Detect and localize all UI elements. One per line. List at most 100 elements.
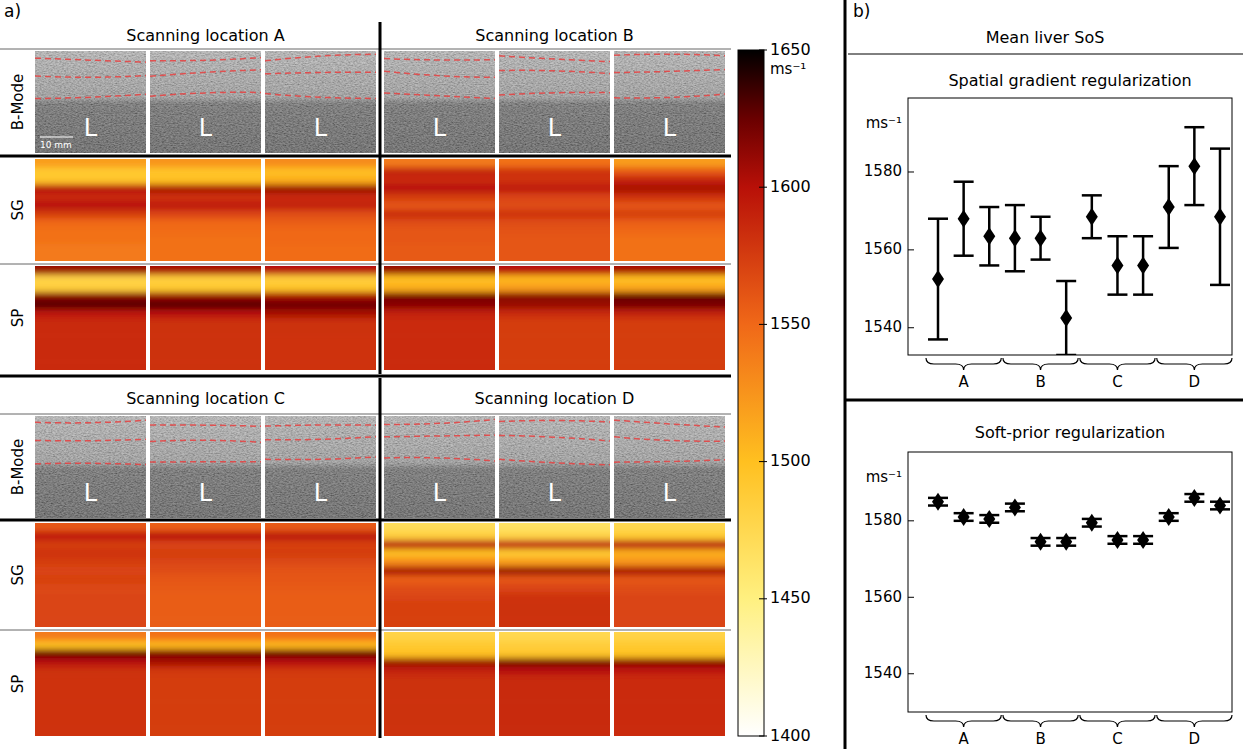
sos-cell bbox=[614, 532, 725, 541]
sos-cell bbox=[265, 658, 376, 667]
sos-cell bbox=[35, 658, 146, 667]
point bbox=[958, 508, 970, 526]
row-label: B-Mode bbox=[9, 439, 27, 496]
sos-cell bbox=[35, 168, 146, 177]
sos-cell bbox=[35, 693, 146, 702]
error-cap bbox=[954, 254, 974, 257]
sos-cell bbox=[265, 219, 376, 228]
sos-cell bbox=[265, 168, 376, 177]
sos-cell bbox=[150, 701, 261, 710]
sos-map-inner bbox=[150, 266, 261, 370]
sos-cell bbox=[384, 353, 495, 362]
error-cap bbox=[928, 217, 948, 220]
sos-cell bbox=[265, 327, 376, 336]
sos-cell bbox=[499, 244, 610, 253]
location-title: Scanning location C bbox=[126, 389, 285, 408]
location-title: Scanning location A bbox=[126, 26, 284, 45]
y-tick-label: 1540 bbox=[864, 664, 902, 682]
sos-cell bbox=[265, 236, 376, 245]
rule bbox=[0, 519, 731, 522]
sos-map bbox=[614, 159, 725, 261]
sos-cell bbox=[384, 185, 495, 194]
bmode-image bbox=[150, 416, 261, 518]
layer-boundary bbox=[499, 420, 610, 422]
sos-cell bbox=[614, 176, 725, 185]
colorbar-tick-label: 1600 bbox=[770, 177, 811, 196]
sos-cell bbox=[150, 575, 261, 584]
sos-cell bbox=[150, 301, 261, 310]
sos-cell bbox=[384, 253, 495, 262]
sos-cell bbox=[35, 618, 146, 627]
colorbar-tick-label: 1650 bbox=[770, 40, 811, 59]
bmode-ground bbox=[499, 51, 610, 153]
sos-cell bbox=[499, 719, 610, 728]
sos-map bbox=[499, 632, 610, 736]
bmode-ground bbox=[614, 51, 725, 153]
sos-cell bbox=[384, 610, 495, 619]
rule bbox=[0, 155, 731, 158]
sos-cell bbox=[614, 549, 725, 558]
sos-cell bbox=[35, 236, 146, 245]
sos-cell bbox=[35, 301, 146, 310]
rule bbox=[848, 54, 1243, 55]
sos-cell bbox=[614, 283, 725, 292]
sos-cell bbox=[265, 532, 376, 541]
group-brace bbox=[1080, 358, 1155, 370]
layer-boundary bbox=[35, 439, 146, 441]
bmode-image bbox=[35, 416, 146, 518]
sos-cell bbox=[614, 618, 725, 627]
error-cap bbox=[1184, 126, 1204, 129]
sos-cell bbox=[614, 610, 725, 619]
row-label: SP bbox=[9, 309, 27, 328]
sos-cell bbox=[614, 244, 725, 253]
sos-cell bbox=[150, 532, 261, 541]
sos-cell bbox=[384, 727, 495, 736]
error-cap bbox=[1107, 293, 1127, 296]
sos-cell bbox=[499, 558, 610, 567]
sos-cell bbox=[150, 584, 261, 593]
sos-cell bbox=[384, 532, 495, 541]
figure: a)b)B-ModeSGSPB-ModeSGSPScanning locatio… bbox=[0, 0, 1243, 749]
plot-area bbox=[928, 489, 1230, 551]
sos-cell bbox=[35, 675, 146, 684]
liver-label: L bbox=[548, 114, 562, 142]
sos-cell bbox=[265, 210, 376, 219]
sos-map bbox=[499, 266, 610, 370]
error-cap bbox=[1210, 147, 1230, 150]
point bbox=[1111, 256, 1123, 274]
error-bar bbox=[1005, 205, 1025, 271]
colorbar-tick bbox=[759, 50, 767, 51]
sos-cell bbox=[614, 601, 725, 610]
point bbox=[1060, 533, 1072, 551]
layer-boundary bbox=[150, 461, 261, 463]
panel-label: a) bbox=[4, 1, 21, 21]
sos-cell bbox=[265, 558, 376, 567]
sos-cell bbox=[384, 549, 495, 558]
y-tick bbox=[908, 673, 914, 674]
sos-cell bbox=[35, 701, 146, 710]
layer-boundary bbox=[499, 92, 610, 95]
point bbox=[983, 510, 995, 528]
error-bar bbox=[928, 219, 948, 340]
sos-cell bbox=[614, 253, 725, 262]
y-tick bbox=[908, 171, 914, 172]
point bbox=[1086, 208, 1098, 226]
sos-cell bbox=[499, 584, 610, 593]
sos-cell bbox=[265, 227, 376, 236]
divider bbox=[844, 0, 847, 749]
error-cap bbox=[1210, 284, 1230, 287]
sos-cell bbox=[499, 710, 610, 719]
sos-map-inner bbox=[150, 632, 261, 736]
sos-cell bbox=[614, 292, 725, 301]
bmode-image bbox=[499, 416, 610, 518]
sos-map-inner bbox=[150, 159, 261, 261]
sos-map-inner bbox=[150, 523, 261, 627]
sos-cell bbox=[265, 641, 376, 650]
sos-cell bbox=[150, 176, 261, 185]
sos-cell bbox=[35, 532, 146, 541]
sos-cell bbox=[499, 159, 610, 168]
x-tick-label: B bbox=[1035, 730, 1045, 748]
liver-label: L bbox=[199, 479, 213, 507]
bmode-speckle bbox=[150, 416, 261, 518]
sos-cell bbox=[35, 318, 146, 327]
